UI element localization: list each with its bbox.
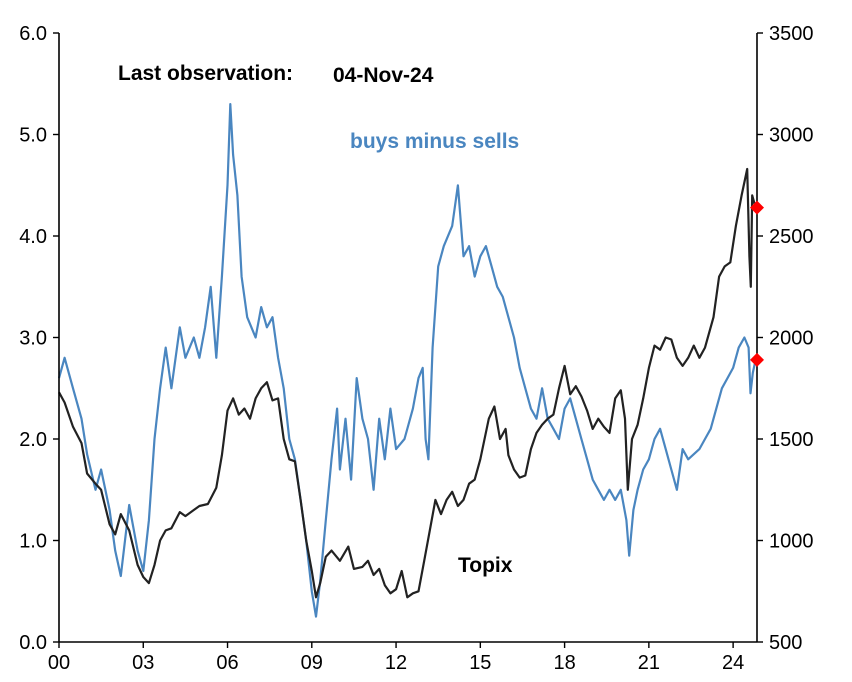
y-right-tick-label: 3000 [769,125,814,147]
y-right-tick-label: 1500 [769,429,814,451]
y-left-tick-label: 3.0 [19,328,47,350]
x-tick-label: 15 [469,652,491,674]
last-value-marker-topix [750,200,764,215]
series-line-buys-minus-sells [57,103,757,618]
x-tick-label: 03 [132,652,154,674]
x-tick-label: 18 [553,652,575,674]
y-right-tick-label: 2000 [769,328,814,350]
last-value-marker-buys-minus-sells [750,352,764,367]
y-left-tick-label: 6.0 [19,23,47,45]
x-tick-label: 06 [216,652,238,674]
y-left-tick-label: 0.0 [19,632,47,654]
x-tick-label: 09 [301,652,323,674]
y-left-tick-label: 1.0 [19,531,47,553]
x-tick-label: 24 [722,652,744,674]
y-left-tick-label: 5.0 [19,125,47,147]
x-tick-label: 00 [48,652,70,674]
x-tick-label: 21 [638,652,660,674]
y-right-tick-label: 3500 [769,23,814,45]
last-observation-label: Last observation: [118,62,293,85]
last-observation-date: 04-Nov-24 [333,64,434,87]
y-right-tick-label: 2500 [769,226,814,248]
series-label-buys-minus-sells: buys minus sells [350,130,519,153]
y-left-tick-label: 4.0 [19,226,47,248]
series-label-topix: Topix [458,554,513,577]
y-right-tick-label: 1000 [769,531,814,553]
x-tick-label: 12 [385,652,407,674]
y-right-tick-label: 500 [769,632,802,654]
series-line-topix [58,167,757,599]
y-left-tick-label: 2.0 [19,429,47,451]
